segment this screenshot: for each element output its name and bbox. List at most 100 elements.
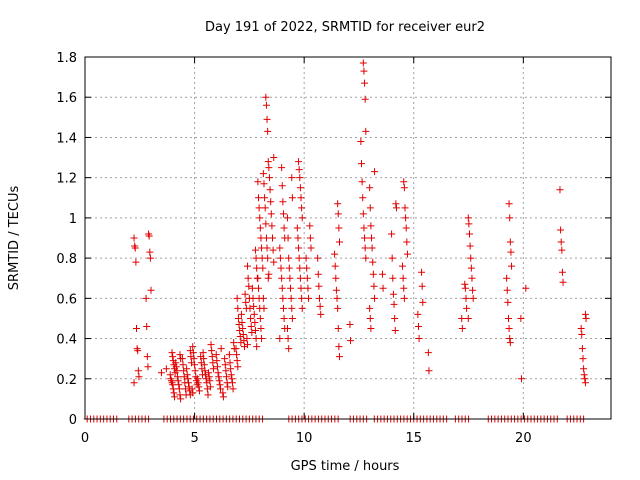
data-point	[295, 244, 303, 252]
data-point	[194, 379, 202, 387]
data-point	[226, 359, 234, 367]
data-point	[335, 343, 343, 351]
data-point	[262, 101, 270, 109]
data-point	[358, 178, 366, 186]
data-point	[303, 264, 311, 272]
x-tick-label: 5	[190, 431, 198, 446]
data-point	[389, 274, 397, 282]
data-point	[279, 294, 287, 302]
data-point	[259, 294, 267, 302]
data-point	[506, 214, 514, 222]
data-point	[361, 79, 369, 87]
data-point	[276, 254, 284, 262]
data-point	[366, 204, 374, 212]
data-point	[228, 375, 236, 383]
data-point	[506, 339, 514, 347]
data-point	[346, 320, 354, 328]
data-point	[189, 389, 197, 397]
data-point	[467, 254, 475, 262]
data-point	[505, 200, 513, 208]
data-point	[265, 164, 273, 172]
data-point	[222, 367, 230, 375]
data-point	[286, 274, 294, 282]
y-tick-label: 1.8	[56, 51, 77, 66]
data-point	[177, 395, 185, 403]
data-point	[580, 365, 588, 373]
data-point	[178, 355, 186, 363]
plot-frame	[84, 56, 612, 420]
data-point	[361, 95, 369, 103]
axis-ticks: 0 0.2 0.4 0.6 0.8 1 1.2 1.4 1.6 1.8 0 5 10 15 20	[56, 51, 611, 446]
data-point	[174, 373, 182, 381]
data-point	[184, 375, 192, 383]
data-point	[237, 310, 245, 318]
data-point	[316, 302, 324, 310]
data-point	[169, 381, 177, 389]
data-point	[169, 385, 177, 393]
data-point	[581, 375, 589, 383]
x-tick-label: 20	[515, 431, 532, 446]
data-point	[269, 234, 277, 242]
data-point	[253, 264, 261, 272]
y-tick-label: 0	[69, 413, 77, 428]
data-point	[314, 254, 322, 262]
data-point	[464, 214, 472, 222]
data-point	[403, 250, 411, 258]
data-point	[277, 264, 285, 272]
data-point	[316, 294, 324, 302]
data-point	[389, 290, 397, 298]
data-point	[145, 232, 153, 240]
data-point	[307, 244, 315, 252]
data-point	[279, 304, 287, 312]
data-point	[425, 367, 433, 375]
data-point	[170, 389, 178, 397]
data-point	[362, 254, 370, 262]
data-point	[205, 373, 213, 381]
data-point	[221, 361, 229, 369]
data-point	[227, 365, 235, 373]
data-point	[254, 284, 262, 292]
data-point	[288, 314, 296, 322]
data-point	[262, 220, 270, 228]
data-point	[504, 314, 512, 322]
data-point	[419, 298, 427, 306]
data-point	[276, 335, 284, 343]
data-point	[335, 353, 343, 361]
data-point	[262, 234, 270, 242]
data-point	[181, 385, 189, 393]
data-point	[143, 353, 151, 361]
data-point	[179, 361, 187, 369]
data-point	[361, 234, 369, 242]
data-point	[232, 345, 240, 353]
data-point	[247, 314, 255, 322]
data-point	[414, 310, 422, 318]
data-point	[251, 327, 259, 335]
data-point	[194, 375, 202, 383]
data-point	[557, 238, 565, 246]
data-point	[347, 337, 355, 345]
data-point	[215, 373, 223, 381]
data-point	[243, 335, 251, 343]
data-point	[259, 170, 267, 178]
chart-title: Day 191 of 2022, SRMTID for receiver eur…	[205, 20, 485, 35]
data-point	[361, 244, 369, 252]
data-point	[208, 353, 216, 361]
data-point	[212, 351, 220, 359]
data-point	[213, 363, 221, 371]
data-point	[205, 369, 213, 377]
data-point	[280, 224, 288, 232]
data-point	[143, 322, 151, 330]
data-point	[209, 359, 217, 367]
data-point	[359, 194, 367, 202]
data-point	[298, 294, 306, 302]
data-point	[390, 300, 398, 308]
data-point	[253, 343, 261, 351]
data-point	[506, 238, 514, 246]
data-point	[285, 345, 293, 353]
data-point	[267, 210, 275, 218]
data-point	[190, 355, 198, 363]
data-point	[366, 184, 374, 192]
data-point	[244, 274, 252, 282]
data-point	[357, 137, 365, 145]
